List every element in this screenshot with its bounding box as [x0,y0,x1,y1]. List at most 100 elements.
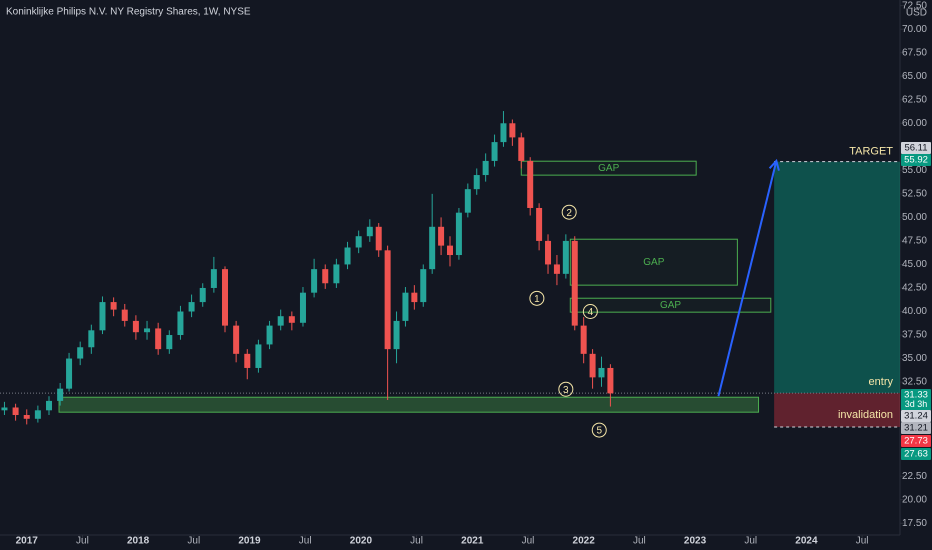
candle-body [299,292,306,323]
price-label-bg [901,410,931,422]
candle-body [527,160,534,208]
wave-circle [529,290,545,306]
candle-body [553,264,560,274]
countdown: 3d 3h [905,399,928,409]
x-tick-label: Jul [76,536,89,547]
candle-body [57,388,64,401]
x-tick-label: Jul [744,536,757,547]
y-tick-label: 72.50 [902,0,927,11]
wave-circle [558,381,574,397]
price-label-bg [901,448,931,460]
y-tick-label: 17.50 [902,518,927,529]
y-tick-label: 45.00 [902,259,927,270]
plot: TARGET entry invalidation GAP GAP GAP 1 2 3 4 5 [0,111,900,438]
price-label: 31.21 [904,423,928,434]
x-tick-label: 2023 [684,536,707,547]
candle-body [288,316,295,323]
x-tick-label: Jul [522,536,535,547]
candle-body [509,123,516,138]
gap-label: GAP [643,257,664,268]
wave-label: 3 [563,385,569,396]
gap-box [569,238,738,286]
candle-body [210,269,217,288]
candle-body [607,367,614,394]
candle-body [473,175,480,190]
x-tick-label: Jul [633,536,646,547]
candle-body [188,302,195,312]
x-tick-label: 2021 [461,536,484,547]
y-tick-label: 22.50 [902,471,927,482]
candle-body [438,226,445,246]
price-label-bg [901,389,931,401]
price-label-bg [901,422,931,434]
candle-body [384,250,391,350]
candle-body [77,347,84,359]
candle-body [598,367,605,378]
candle-body [580,325,587,354]
chart-title: Koninklijke Philips N.V. NY Registry Sha… [6,7,251,18]
candle-body [491,142,498,161]
wave-label: 1 [534,294,540,305]
x-tick-label: 2018 [127,536,150,547]
y-tick-label: 35.00 [902,353,927,364]
price-label-bg [901,154,931,166]
candle-body [12,407,19,416]
candle-body [46,400,53,411]
support-zone [58,396,760,413]
y-tick-label: 55.00 [902,165,927,176]
candle-body [322,269,329,284]
candle-body [402,292,409,321]
candle-body [222,269,228,326]
x-tick-label: Jul [299,536,312,547]
candle-body [518,137,525,161]
y-tick-label: 52.50 [902,189,927,200]
target-zone [774,161,900,394]
candle-body [500,123,507,143]
candle-body [66,358,73,389]
wave-label: 5 [596,426,602,437]
candle-body [420,269,427,303]
candle-body [244,353,251,368]
y-tick-label: 60.00 [902,118,927,129]
y-tick-label: 65.00 [902,71,927,82]
candle-body [177,311,184,336]
candle-body [333,264,340,284]
candle-body [375,226,382,251]
x-tick-label: Jul [856,536,869,547]
x-tick-label: Jul [187,536,200,547]
gap-box [569,297,772,313]
y-tick-label: 47.50 [902,236,927,247]
invalidation-label: invalidation [838,409,893,421]
candle-body [447,245,453,256]
y-tick-label: 40.00 [902,306,927,317]
candle-body [311,269,318,293]
candle-body [571,240,578,326]
price-label: 56.11 [904,143,927,154]
price-label: 31.33 [904,390,928,401]
y-tick-label: 20.00 [902,494,927,505]
candle-body [144,328,151,333]
candle-body [344,247,351,265]
candle-body [23,415,30,419]
x-tick-label: 2017 [16,536,39,547]
candle-body [277,316,284,326]
wave-label: 4 [588,307,594,318]
price-label-bg [901,435,931,447]
price-label: 31.24 [904,411,928,422]
stop-zone [774,393,900,427]
countdown-bg [901,399,931,410]
wave-circle [582,303,598,319]
candle-body [393,320,400,350]
candle-body [155,328,162,350]
x-tick-label: 2020 [350,536,373,547]
candle-body [166,335,173,350]
candle-body [233,325,240,354]
wave-circle [561,204,577,220]
candle-body [255,344,262,368]
candle-body [132,320,139,333]
y-tick-label: 62.50 [902,94,927,105]
candle-body [482,160,489,176]
candle-body [366,226,373,237]
